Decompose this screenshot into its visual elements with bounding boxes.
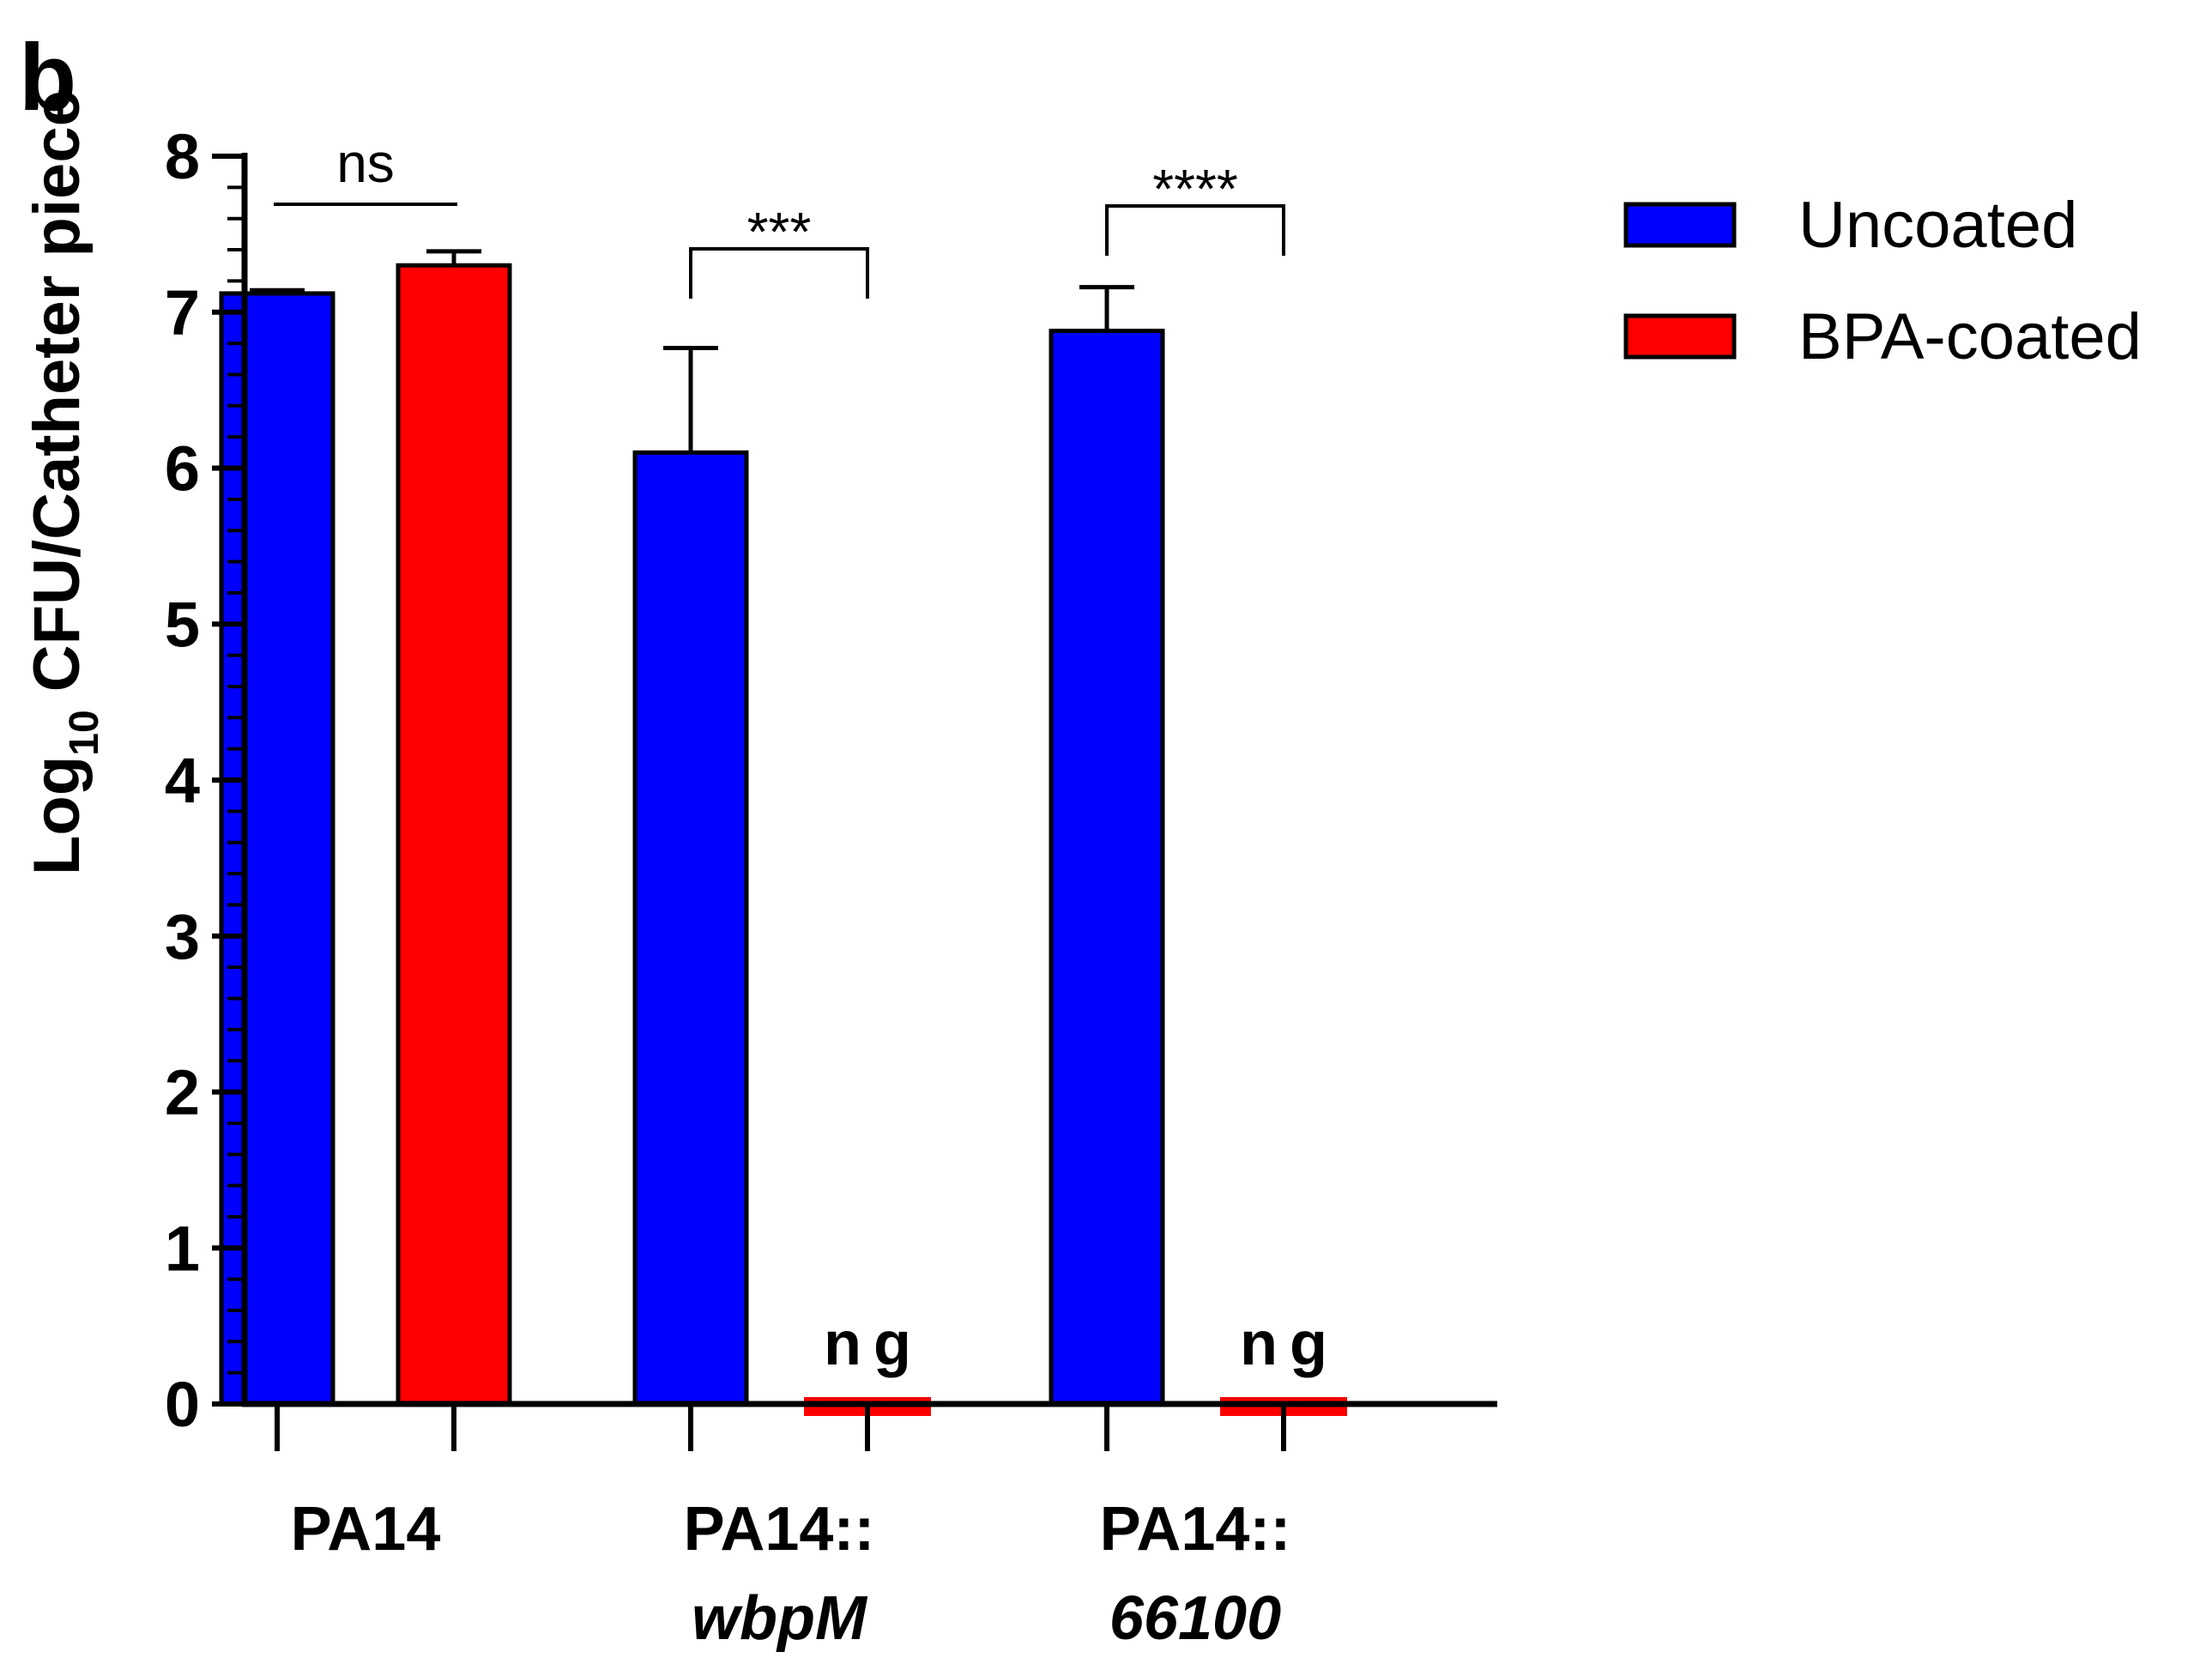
bars-layer [219,263,1347,1416]
legend: Uncoated BPA-coated [1623,189,2142,373]
significance-label-2: **** [1152,158,1238,220]
y-tick-label-5: 5 [165,589,200,660]
y-axis-label: Log10 CFU/Catheter piece [21,90,107,875]
y-axis-label-subscript: 10 [62,710,107,755]
category-label-0: PA14 [291,1495,441,1564]
not-grown-label-2: ng [1240,1310,1339,1378]
legend-label-1: BPA-coated [1798,300,2142,373]
significance-label-1: *** [747,201,812,263]
y-axis-label-base: Log [21,756,94,875]
y-tick-label-1: 1 [165,1213,200,1284]
y-axis-label-rest: CFU/Catheter piece [21,90,94,710]
y-tick-label-0: 0 [165,1369,200,1440]
not-grown-label-1: ng [824,1310,923,1378]
category-label-1: PA14:: [684,1495,875,1564]
legend-swatch-1 [1623,313,1737,360]
legend-swatch-0 [1623,202,1737,248]
y-tick-label-7: 7 [165,277,200,348]
category-label-2: PA14:: [1100,1495,1291,1564]
significance-bracket-2 [1105,204,1285,256]
bar-bpa-coated-0 [396,263,512,1407]
svg-text:Log10 CFU/Catheter piece: Log10 CFU/Catheter piece [21,90,107,875]
significance-bracket-1 [689,247,869,299]
y-tick-label-6: 6 [165,433,200,505]
bar-uncoated-2 [1049,329,1165,1407]
y-tick-label-2: 2 [165,1057,200,1128]
category-sublabel-2: 66100 [1109,1584,1281,1653]
bar-uncoated-0 [219,291,335,1407]
panel-label: b [19,25,76,130]
category-labels-layer: PA14 PA14::wbpM PA14::66100 [291,1495,1291,1653]
y-tick-label-4: 4 [165,745,200,816]
y-tick-label-8: 8 [165,121,200,192]
bar-uncoated-1 [632,450,749,1407]
y-tick-label-3: 3 [165,901,200,972]
significance-label-0: ns [336,132,395,194]
category-sublabel-1: wbpM [692,1584,868,1653]
legend-label-0: Uncoated [1798,189,2077,262]
error-bars-layer [250,249,1134,453]
axes-layer: 0 1 2 3 4 5 6 7 8 [165,121,1497,1451]
